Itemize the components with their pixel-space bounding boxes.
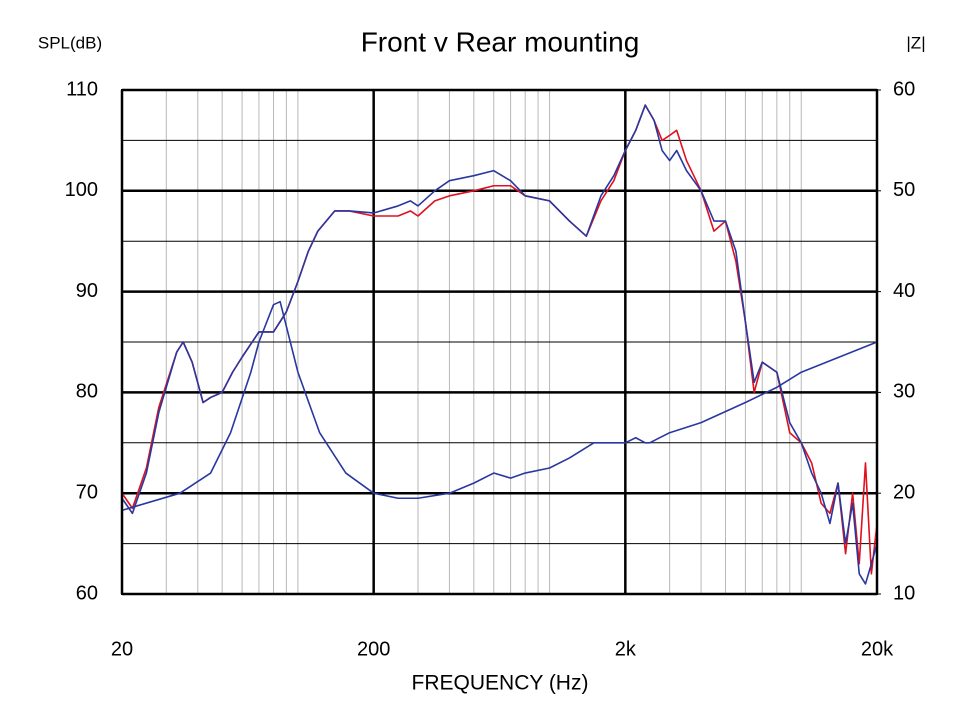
y-tick-label: 60 bbox=[76, 582, 98, 604]
y-axis-label: SPL(dB) bbox=[38, 33, 102, 52]
y-tick-label: 100 bbox=[65, 179, 98, 201]
y2-tick-label: 60 bbox=[893, 78, 915, 100]
x-tick-label: 20 bbox=[111, 638, 133, 660]
x-tick-label: 2k bbox=[615, 638, 637, 660]
y2-tick-label: 50 bbox=[893, 179, 915, 201]
y2-tick-label: 40 bbox=[893, 280, 915, 302]
data-line bbox=[121, 104, 878, 585]
x-tick-label: 200 bbox=[357, 638, 390, 660]
y2-tick-label: 10 bbox=[893, 582, 915, 604]
x-tick-label: 20k bbox=[861, 638, 894, 660]
plot bbox=[121, 104, 878, 585]
y-tick-label: 70 bbox=[76, 481, 98, 503]
y2-tick-label: 30 bbox=[893, 381, 915, 403]
grid bbox=[120, 88, 879, 596]
y2-axis-label: |Z| bbox=[906, 33, 925, 52]
data-line bbox=[121, 104, 878, 575]
y-tick-label: 110 bbox=[66, 78, 98, 100]
y-tick-label: 80 bbox=[76, 381, 98, 403]
y2-tick-label: 20 bbox=[893, 481, 915, 503]
x-axis-label: FREQUENCY (Hz) bbox=[412, 672, 589, 695]
data-line bbox=[121, 300, 878, 512]
plot-frame bbox=[121, 89, 878, 595]
chart-title: Front v Rear mounting bbox=[361, 26, 640, 57]
y-tick-label: 90 bbox=[76, 280, 98, 302]
